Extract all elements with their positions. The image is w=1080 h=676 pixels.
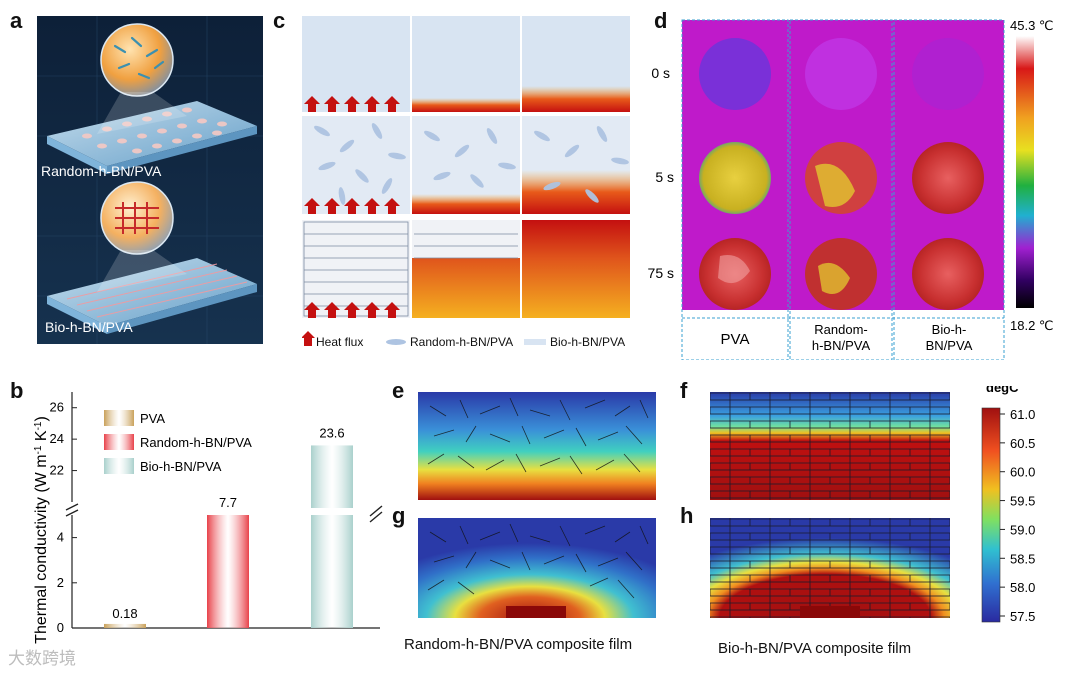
- panel-a-top-label: Random-h-BN/PVA: [41, 163, 162, 179]
- legend-swatch-2: [104, 458, 134, 474]
- panel-b-bar-chart: Thermal conductivity (W m-1 K-1) 0242224…: [33, 392, 383, 644]
- panel-a-bottom-label: Bio-h-BN/PVA: [45, 319, 133, 335]
- legend-swatch-1: [104, 434, 134, 450]
- degc-title: degC: [986, 386, 1019, 395]
- axis-break-mark: [369, 511, 383, 523]
- degc-tick-label: 58.5: [1010, 551, 1035, 566]
- legend-label-2: Bio-h-BN/PVA: [140, 459, 222, 474]
- col-label-random-1: Random-: [814, 322, 867, 337]
- bar-value-label: 0.18: [112, 606, 137, 621]
- watermark: 大数跨境: [8, 649, 76, 669]
- degc-tick-label: 57.5: [1010, 609, 1035, 624]
- caption-random-film: Random-h-BN/PVA composite film: [404, 636, 633, 653]
- random-flake-icon: [386, 339, 406, 345]
- y-tick-label: 26: [50, 400, 64, 415]
- axis-break-mark: [65, 503, 79, 511]
- legend-bio: Bio-h-BN/PVA: [550, 335, 625, 349]
- y-tick-label: 24: [50, 431, 64, 446]
- panel-letter-d: d: [654, 8, 668, 33]
- bar-2-upper: [311, 445, 353, 508]
- axis-break-mark: [65, 509, 79, 517]
- legend-heat-flux: Heat flux: [316, 335, 363, 349]
- degc-tick-label: 60.5: [1010, 436, 1035, 451]
- y-tick-label: 2: [57, 575, 64, 590]
- panel-letter-h: h: [680, 503, 694, 528]
- col-label-bio-2: BN/PVA: [926, 338, 973, 353]
- panel-letter-b: b: [10, 378, 24, 403]
- temperature-colorbar: [1016, 36, 1034, 308]
- degc-tick-label: 61.0: [1010, 407, 1035, 422]
- panel-letter-e: e: [392, 378, 405, 403]
- panel-c-schematic: Heat flux Random-h-BN/PVA Bio-h-BN/PVA: [302, 16, 630, 349]
- bio-layer-icon: [524, 339, 546, 345]
- panel-d-thermal-images: 0 s 5 s 75 s PVA Random- h-BN/PVA Bio-h-…: [648, 18, 1054, 360]
- heat-flux-arrow-icon: [302, 331, 315, 346]
- y-tick-label: 0: [57, 620, 64, 635]
- scale-max-label: 45.3 ℃: [1010, 18, 1054, 33]
- bar-2: [311, 515, 353, 628]
- time-5s: 5 s: [655, 169, 674, 185]
- legend-label-0: PVA: [140, 411, 165, 426]
- degc-tick-label: 60.0: [1010, 465, 1035, 480]
- y-tick-label: 22: [50, 463, 64, 478]
- col-label-bio-1: Bio-h-: [932, 322, 967, 337]
- axis-break-mark: [369, 505, 383, 517]
- y-axis-label: Thermal conductivity (W m-1 K-1): [33, 416, 51, 644]
- legend-random: Random-h-BN/PVA: [410, 335, 513, 349]
- y-tick-label: 4: [57, 530, 64, 545]
- degc-tick-label: 59.0: [1010, 522, 1035, 537]
- legend-label-1: Random-h-BN/PVA: [140, 435, 252, 450]
- panel-letter-a: a: [10, 8, 23, 33]
- time-75s: 75 s: [648, 265, 674, 281]
- bar-1: [207, 515, 249, 628]
- panel-a-illustration: Random-h-BN/PVA Bio-h-BN/PVA: [37, 16, 263, 344]
- bar-value-label: 23.6: [319, 425, 344, 440]
- col-label-pva: PVA: [721, 331, 750, 348]
- bar-value-label: 7.7: [219, 495, 237, 510]
- degc-tick-label: 58.0: [1010, 580, 1035, 595]
- panel-letter-f: f: [680, 378, 688, 403]
- panel-letter-g: g: [392, 503, 406, 528]
- time-0s: 0 s: [651, 65, 670, 81]
- degc-tick-label: 59.5: [1010, 494, 1035, 509]
- panels-e-h-simulation: degC 61.0 60.5 60.0 59.5 59.0 58.5 58.0 57.5: [418, 386, 1035, 624]
- scale-min-label: 18.2 ℃: [1010, 318, 1054, 333]
- legend-swatch-0: [104, 410, 134, 426]
- degc-colorbar: [981, 407, 1001, 623]
- caption-bio-film: Bio-h-BN/PVA composite film: [718, 640, 912, 657]
- panel-letter-c: c: [273, 8, 286, 33]
- bar-0: [104, 623, 146, 628]
- col-label-random-2: h-BN/PVA: [812, 338, 871, 353]
